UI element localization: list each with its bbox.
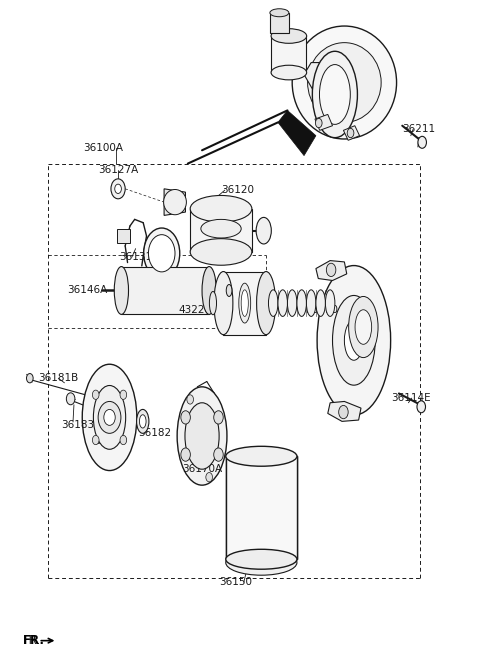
Ellipse shape bbox=[271, 29, 307, 44]
Bar bbox=[270, 13, 289, 33]
Circle shape bbox=[417, 401, 425, 413]
Circle shape bbox=[92, 436, 99, 445]
Ellipse shape bbox=[226, 446, 297, 466]
Circle shape bbox=[120, 390, 127, 399]
Ellipse shape bbox=[317, 265, 391, 415]
Text: 36211: 36211 bbox=[402, 124, 435, 134]
Bar bbox=[121, 267, 209, 314]
Ellipse shape bbox=[325, 290, 335, 316]
Circle shape bbox=[326, 263, 336, 277]
Circle shape bbox=[111, 179, 125, 199]
Circle shape bbox=[339, 405, 348, 419]
Polygon shape bbox=[278, 111, 316, 155]
Ellipse shape bbox=[306, 290, 316, 316]
Circle shape bbox=[418, 136, 426, 148]
Text: 36114E: 36114E bbox=[391, 393, 431, 403]
Bar bbox=[226, 456, 297, 559]
Ellipse shape bbox=[312, 52, 358, 137]
Ellipse shape bbox=[348, 296, 378, 358]
Text: 36120: 36120 bbox=[221, 185, 254, 195]
Ellipse shape bbox=[209, 291, 216, 315]
Circle shape bbox=[104, 409, 115, 425]
Ellipse shape bbox=[241, 290, 248, 316]
Ellipse shape bbox=[288, 290, 297, 316]
Circle shape bbox=[66, 393, 75, 405]
Ellipse shape bbox=[292, 26, 396, 139]
Ellipse shape bbox=[297, 290, 306, 316]
Text: FR.: FR. bbox=[23, 634, 45, 647]
Ellipse shape bbox=[257, 271, 276, 335]
Ellipse shape bbox=[256, 217, 271, 244]
Ellipse shape bbox=[214, 271, 233, 335]
Ellipse shape bbox=[268, 290, 278, 316]
Ellipse shape bbox=[270, 9, 289, 17]
Ellipse shape bbox=[355, 310, 372, 344]
Circle shape bbox=[115, 184, 121, 194]
Text: 36110: 36110 bbox=[305, 306, 338, 316]
Polygon shape bbox=[164, 189, 185, 215]
Text: 43220A: 43220A bbox=[179, 306, 218, 316]
Circle shape bbox=[214, 411, 223, 424]
Circle shape bbox=[206, 472, 213, 482]
Text: 36170A: 36170A bbox=[182, 464, 222, 474]
Polygon shape bbox=[328, 401, 361, 421]
Ellipse shape bbox=[226, 549, 297, 570]
Ellipse shape bbox=[226, 550, 297, 576]
Text: 36100A: 36100A bbox=[84, 143, 123, 153]
Text: 36131A: 36131A bbox=[119, 253, 159, 262]
Text: 36127A: 36127A bbox=[97, 165, 138, 175]
Text: 36183: 36183 bbox=[60, 419, 94, 429]
Circle shape bbox=[181, 448, 191, 461]
Bar bbox=[271, 36, 306, 72]
Circle shape bbox=[148, 234, 175, 272]
Polygon shape bbox=[316, 261, 347, 281]
Ellipse shape bbox=[190, 196, 252, 222]
Ellipse shape bbox=[202, 267, 216, 314]
Ellipse shape bbox=[137, 409, 149, 433]
Circle shape bbox=[347, 129, 354, 137]
Ellipse shape bbox=[164, 190, 186, 215]
Circle shape bbox=[214, 448, 223, 461]
Ellipse shape bbox=[344, 320, 363, 360]
Text: 36182: 36182 bbox=[138, 428, 171, 438]
Ellipse shape bbox=[316, 290, 325, 316]
Ellipse shape bbox=[239, 283, 251, 323]
Bar bbox=[190, 209, 252, 252]
Ellipse shape bbox=[271, 65, 307, 80]
Circle shape bbox=[315, 119, 322, 128]
Ellipse shape bbox=[308, 43, 381, 123]
Circle shape bbox=[181, 411, 191, 424]
Text: FR.: FR. bbox=[23, 634, 41, 647]
Bar bbox=[117, 228, 130, 243]
Ellipse shape bbox=[139, 415, 146, 428]
Ellipse shape bbox=[333, 295, 375, 385]
Text: 36170: 36170 bbox=[94, 436, 127, 446]
Ellipse shape bbox=[190, 239, 252, 265]
Bar bbox=[223, 271, 266, 335]
Circle shape bbox=[26, 374, 33, 383]
Text: 36181B: 36181B bbox=[38, 373, 79, 383]
Ellipse shape bbox=[94, 385, 126, 450]
Ellipse shape bbox=[320, 64, 350, 125]
Circle shape bbox=[92, 390, 99, 399]
Circle shape bbox=[120, 436, 127, 445]
Polygon shape bbox=[315, 115, 333, 131]
Polygon shape bbox=[304, 62, 335, 99]
Text: 36146A: 36146A bbox=[67, 285, 107, 295]
Ellipse shape bbox=[82, 364, 137, 470]
Circle shape bbox=[187, 395, 193, 404]
Polygon shape bbox=[343, 126, 360, 140]
Ellipse shape bbox=[185, 403, 219, 469]
Ellipse shape bbox=[201, 219, 241, 238]
Circle shape bbox=[98, 401, 121, 433]
Ellipse shape bbox=[177, 387, 227, 485]
Text: 36150: 36150 bbox=[219, 577, 252, 587]
Circle shape bbox=[144, 228, 180, 279]
Ellipse shape bbox=[226, 285, 232, 296]
Ellipse shape bbox=[278, 290, 288, 316]
Ellipse shape bbox=[114, 267, 129, 314]
